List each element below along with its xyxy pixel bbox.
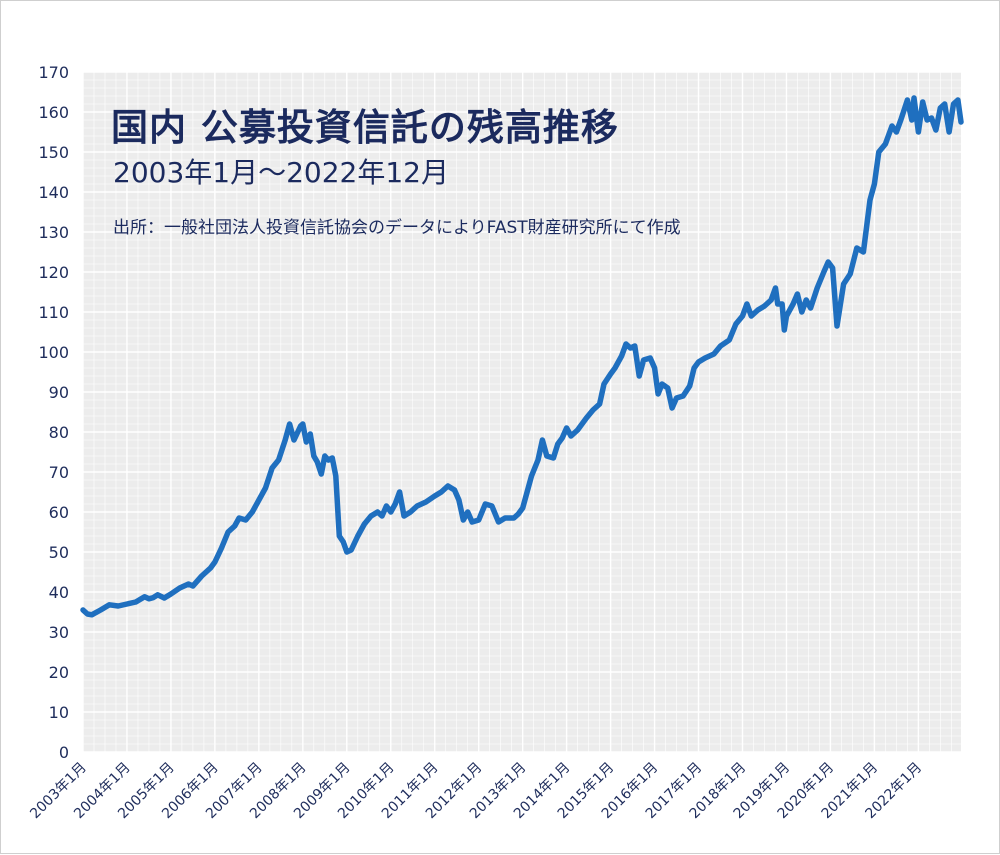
y-tick-label: 20 (49, 663, 69, 682)
y-tick-label: 60 (49, 503, 69, 522)
y-tick-label: 140 (38, 183, 69, 202)
y-tick-label: 110 (38, 303, 69, 322)
chart-subtitle: 2003年1月〜2022年12月 (113, 156, 449, 189)
y-tick-label: 80 (49, 423, 69, 442)
y-tick-label: 30 (49, 623, 69, 642)
y-axis-ticks: 0 10 20 30 40 50 60 70 80 90 100 110 120 130 140 150 160… (38, 63, 69, 762)
y-tick-label: 50 (49, 543, 69, 562)
y-tick-label: 170 (38, 63, 69, 82)
chart-source-note: 出所：一般社団法人投資信託協会のデータによりFAST財産研究所にて作成 (113, 218, 681, 238)
y-tick-label: 130 (38, 223, 69, 242)
series-line (80, 95, 964, 618)
chart-title: 国内 公募投資信託の残高推移 (111, 106, 619, 149)
y-tick-label: 10 (49, 703, 69, 722)
major-gridlines (82, 71, 961, 753)
y-tick-label: 160 (38, 103, 69, 122)
y-tick-label: 120 (38, 263, 69, 282)
series-layer (80, 95, 964, 618)
y-tick-label: 90 (49, 383, 69, 402)
x-axis-ticks: 2003年1月2004年1月2005年1月2006年1月2007年1月2008年… (27, 760, 925, 823)
y-tick-label: 70 (49, 463, 69, 482)
y-tick-label: 40 (49, 583, 69, 602)
y-tick-label: 100 (38, 343, 69, 362)
y-tick-label: 150 (38, 143, 69, 162)
y-tick-label: 0 (59, 743, 69, 762)
